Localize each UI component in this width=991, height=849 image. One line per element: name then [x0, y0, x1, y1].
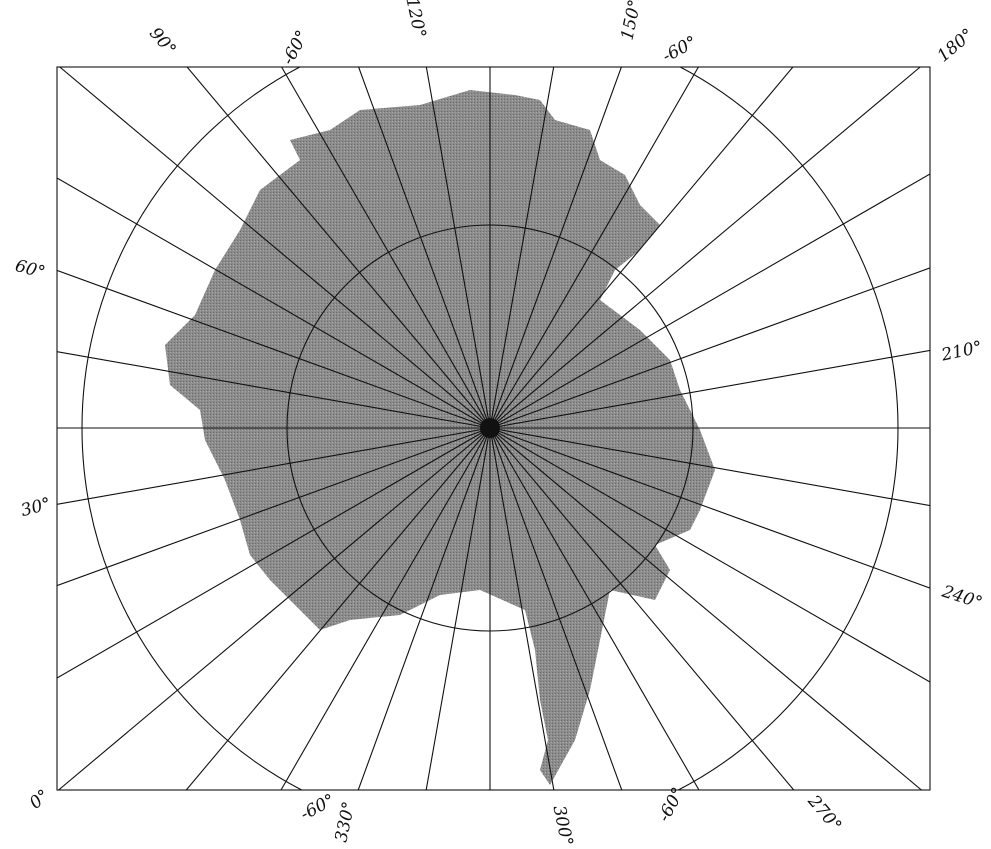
meridian-line [489, 67, 921, 429]
meridian-line [489, 67, 622, 429]
meridian-line [489, 427, 922, 790]
latitude-label: -60° [659, 32, 700, 67]
meridian-line [489, 427, 623, 790]
longitude-label: 180° [934, 25, 978, 67]
meridian-line [489, 67, 699, 429]
longitude-label: 300° [548, 804, 576, 848]
meridian-line [489, 427, 930, 589]
meridian-line [59, 67, 491, 429]
longitude-label: 150° [617, 0, 645, 42]
meridian-line [425, 427, 491, 790]
meridian-line [185, 427, 491, 790]
meridian-line [58, 427, 491, 790]
meridian-line [489, 67, 555, 429]
longitude-label: 240° [939, 581, 985, 613]
longitude-label: 120° [401, 0, 429, 40]
meridian-line [489, 349, 930, 429]
longitude-label: 270° [803, 791, 845, 836]
latitude-label: -60° [297, 790, 338, 825]
longitude-label: 60° [13, 256, 47, 283]
meridian-line [57, 427, 491, 505]
latitude-label: -60° [278, 27, 313, 68]
meridian-line [281, 67, 491, 429]
longitude-label: 0° [26, 786, 54, 814]
meridian-line [489, 173, 930, 429]
longitude-label: 210° [939, 337, 984, 365]
longitude-label: 90° [145, 24, 180, 60]
meridian-line [425, 67, 491, 429]
graticule [57, 67, 930, 790]
meridian-line [489, 427, 555, 790]
meridian-line [489, 67, 794, 429]
meridian-line [357, 427, 491, 790]
meridian-line [57, 427, 491, 679]
meridian-line [489, 427, 795, 790]
meridian-line [57, 351, 491, 429]
meridian-line [489, 267, 930, 429]
meridian-line [489, 427, 930, 683]
meridian-line [57, 177, 491, 429]
meridian-line [186, 67, 491, 429]
meridian-line [489, 427, 700, 790]
south-pole [480, 418, 500, 438]
map-frame [56, 66, 931, 791]
longitude-label: 30° [19, 494, 53, 521]
meridian-line [57, 269, 491, 429]
meridian-line [358, 67, 491, 429]
meridian-line [489, 427, 930, 507]
meridian-line [280, 427, 491, 790]
antarctica-landmass [165, 90, 715, 785]
meridian-line [57, 427, 491, 587]
